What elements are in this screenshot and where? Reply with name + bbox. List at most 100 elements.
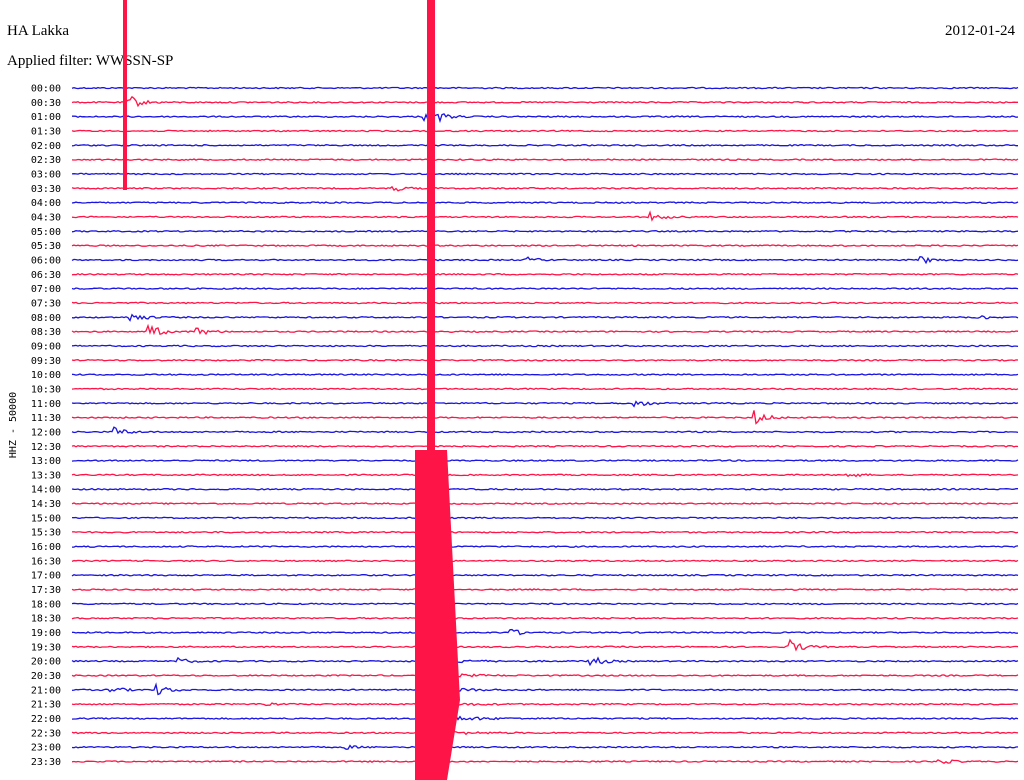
filter: Applied filter: WWSSN-SP [7, 53, 173, 69]
trace [71, 410, 1019, 425]
trace [71, 672, 1019, 679]
row-label: 08:00 [31, 313, 61, 324]
trace [72, 545, 1019, 548]
trace [71, 323, 1019, 336]
event-start [123, 0, 127, 190]
trace [71, 473, 1019, 478]
trace [71, 313, 1019, 322]
channel-label: HHZ - 50000 [8, 392, 19, 458]
trace [71, 516, 1019, 520]
row-label: 08:30 [31, 327, 61, 338]
trace [71, 255, 1019, 265]
row-label: 14:30 [31, 499, 61, 510]
row-label: 07:30 [31, 298, 61, 309]
row-label: 06:00 [31, 255, 61, 266]
row-label: 09:00 [31, 341, 61, 352]
row-label: 05:00 [31, 227, 61, 238]
trace [71, 287, 1019, 291]
row-label: 18:30 [31, 614, 61, 625]
trace [71, 459, 1019, 462]
row-label: 21:30 [31, 700, 61, 711]
trace [71, 301, 1019, 305]
trace [71, 358, 1019, 362]
row-label: 16:00 [31, 542, 61, 553]
trace [71, 616, 1019, 620]
row-label: 12:00 [31, 427, 61, 438]
trace [71, 158, 1019, 162]
date: 2012-01-24 [945, 23, 1015, 39]
row-label: 15:00 [31, 513, 61, 524]
row-label: 23:00 [31, 743, 61, 754]
row-label: 11:00 [31, 399, 61, 410]
trace [71, 426, 1019, 435]
trace [71, 272, 1019, 276]
trace [71, 656, 1019, 667]
trace [71, 730, 1019, 736]
row-label: 00:00 [31, 84, 61, 95]
row-label: 10:30 [31, 384, 61, 395]
trace [71, 628, 1019, 636]
row-label: 18:00 [31, 599, 61, 610]
row-label: 19:30 [31, 642, 61, 653]
trace [71, 744, 1019, 750]
row-label: 02:30 [31, 155, 61, 166]
row-label: 03:00 [31, 169, 61, 180]
row-label: 09:30 [31, 356, 61, 367]
trace [71, 530, 1019, 534]
trace [71, 573, 1019, 577]
row-label: 06:30 [31, 270, 61, 281]
row-label: 16:30 [31, 556, 61, 567]
row-label: 03:30 [31, 184, 61, 195]
row-label: 19:00 [31, 628, 61, 639]
trace [71, 502, 1019, 505]
trace [71, 588, 1019, 591]
trace [71, 444, 1019, 448]
trace [71, 701, 1019, 708]
trace [71, 112, 1019, 124]
trace [71, 638, 1019, 652]
row-label: 07:00 [31, 284, 61, 295]
trace [71, 229, 1019, 233]
row-label: 04:30 [31, 212, 61, 223]
trace [71, 143, 1018, 147]
row-label: 04:00 [31, 198, 61, 209]
trace [71, 95, 1018, 108]
row-label: 20:30 [31, 671, 61, 682]
trace [71, 344, 1019, 348]
trace [71, 210, 1019, 222]
row-label: 14:00 [31, 485, 61, 496]
row-label: 13:00 [31, 456, 61, 467]
event-column [427, 0, 435, 780]
row-label: 02:00 [31, 141, 61, 152]
row-label: 01:00 [31, 112, 61, 123]
event-coda [415, 450, 460, 780]
row-label: 11:30 [31, 413, 61, 424]
row-label: 17:30 [31, 585, 61, 596]
row-label: 22:30 [31, 728, 61, 739]
row-label: 20:00 [31, 657, 61, 668]
trace [71, 602, 1019, 606]
trace [71, 759, 1019, 764]
trace [71, 400, 1019, 408]
trace [71, 172, 1019, 176]
station: HA Lakka [7, 23, 69, 39]
row-label: 01:30 [31, 126, 61, 137]
row-label: 23:30 [31, 757, 61, 768]
row-label: 13:30 [31, 470, 61, 481]
trace [71, 201, 1019, 205]
traces [71, 0, 1019, 780]
trace [71, 244, 1019, 248]
trace [71, 487, 1018, 491]
row-label: 15:30 [31, 528, 61, 539]
trace [71, 185, 1019, 192]
trace [71, 86, 1019, 90]
trace [71, 387, 1019, 391]
row-label: 10:00 [31, 370, 61, 381]
row-label: 22:00 [31, 714, 61, 725]
trace [71, 373, 1019, 376]
row-label: 12:30 [31, 442, 61, 453]
trace [71, 129, 1019, 133]
row-label: 05:30 [31, 241, 61, 252]
trace [71, 559, 1019, 563]
row-label: 17:00 [31, 571, 61, 582]
